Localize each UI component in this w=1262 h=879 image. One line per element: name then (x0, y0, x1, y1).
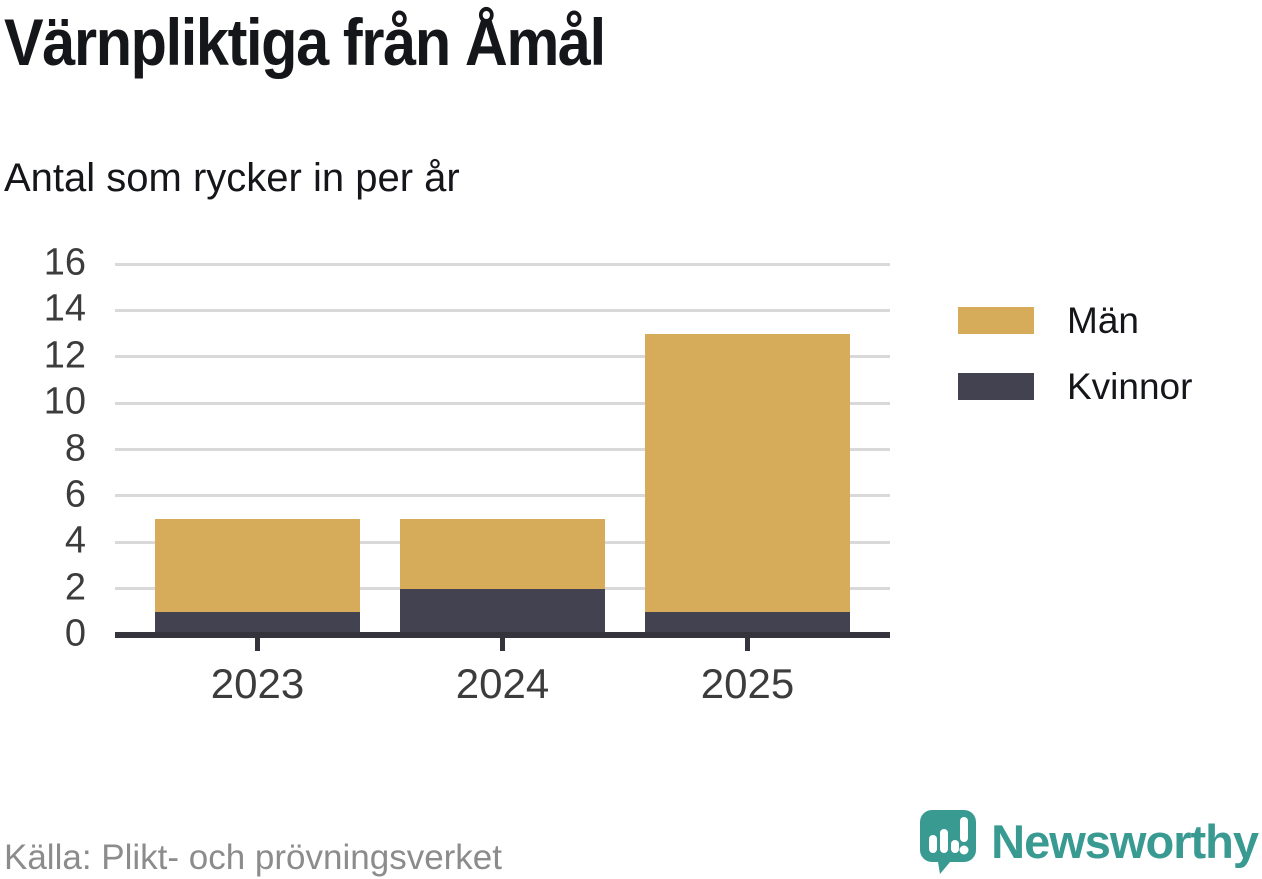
chart-subtitle: Antal som rycker in per år (4, 156, 460, 200)
gridline-8 (115, 448, 890, 451)
y-axis-label-0: 0 (64, 612, 86, 655)
gridline-12 (115, 355, 890, 359)
x-axis-tick-2023 (255, 638, 260, 651)
brand-name: Newsworthy (991, 814, 1259, 868)
bar-segment-män-2025 (645, 333, 850, 612)
bar-segment-män-2023 (155, 519, 360, 612)
bar-segment-kvinnor-2024 (400, 588, 605, 635)
x-axis-label-2023: 2023 (210, 660, 305, 707)
x-axis-label-2025: 2025 (700, 660, 795, 707)
legend-swatch-kvinnor (958, 373, 1034, 400)
gridline-6 (115, 494, 890, 498)
legend-item-män: Män (958, 302, 1192, 339)
legend-item-kvinnor: Kvinnor (958, 368, 1192, 405)
legend-label-kvinnor: Kvinnor (1067, 366, 1193, 407)
x-axis-label-2024: 2024 (455, 660, 550, 707)
chart-title: Värnpliktiga från Åmål (4, 5, 606, 79)
legend: Män Kvinnor (958, 302, 1192, 434)
y-axis-label-10: 10 (43, 380, 86, 423)
speech-bubble-bar-chart-exclamation-icon (920, 810, 977, 874)
x-axis-line (115, 632, 890, 638)
gridline-16 (115, 262, 890, 266)
legend-swatch-män (958, 307, 1034, 334)
bar-segment-män-2024 (400, 519, 605, 589)
y-axis-label-6: 6 (64, 473, 86, 516)
bar-segment-kvinnor-2023 (155, 611, 360, 635)
bar-segment-kvinnor-2025 (645, 611, 850, 635)
y-axis-label-12: 12 (43, 334, 86, 377)
gridline-10 (115, 401, 890, 405)
y-axis-label-8: 8 (64, 426, 86, 469)
gridline-14 (115, 308, 890, 312)
y-axis-label-14: 14 (43, 287, 86, 330)
x-axis-tick-2024 (500, 638, 505, 651)
brand-logo: Newsworthy (916, 808, 1259, 874)
y-axis-label-4: 4 (64, 519, 86, 562)
x-axis-tick-2025 (745, 638, 750, 651)
y-axis-label-2: 2 (64, 566, 86, 609)
source-note: Källa: Plikt- och prövningsverket (4, 838, 502, 877)
legend-label-män: Män (1067, 300, 1139, 341)
y-axis-label-16: 16 (43, 241, 86, 284)
